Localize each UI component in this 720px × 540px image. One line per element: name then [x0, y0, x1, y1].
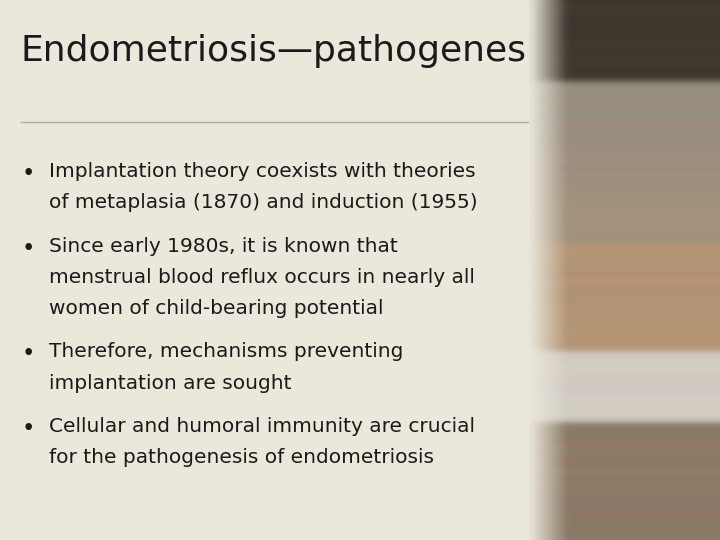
Text: •: •	[22, 342, 35, 366]
Text: women of child-bearing potential: women of child-bearing potential	[49, 299, 384, 318]
Text: Implantation theory coexists with theories: Implantation theory coexists with theori…	[49, 162, 476, 181]
Text: implantation are sought: implantation are sought	[49, 374, 292, 393]
Text: of metaplasia (1870) and induction (1955): of metaplasia (1870) and induction (1955…	[49, 193, 477, 212]
Text: Therefore, mechanisms preventing: Therefore, mechanisms preventing	[49, 342, 403, 361]
Text: •: •	[22, 417, 35, 440]
Text: Endometriosis—pathogenesis: Endometriosis—pathogenesis	[20, 33, 555, 68]
Text: Since early 1980s, it is known that: Since early 1980s, it is known that	[49, 237, 397, 255]
Text: for the pathogenesis of endometriosis: for the pathogenesis of endometriosis	[49, 448, 434, 467]
Text: menstrual blood reflux occurs in nearly all: menstrual blood reflux occurs in nearly …	[49, 268, 474, 287]
Text: •: •	[22, 162, 35, 185]
Text: Cellular and humoral immunity are crucial: Cellular and humoral immunity are crucia…	[49, 417, 475, 436]
Text: •: •	[22, 237, 35, 260]
